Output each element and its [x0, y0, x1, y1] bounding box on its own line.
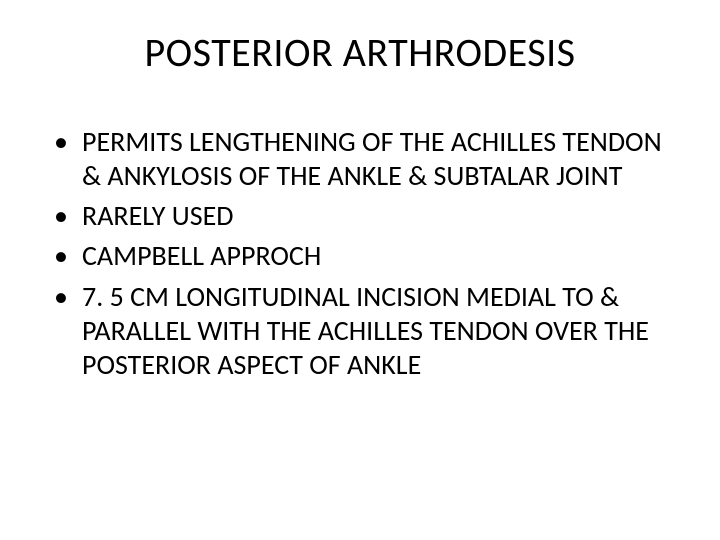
bullet-text: RARELY USED: [82, 198, 233, 233]
bullet-list: PERMITS LENGTHENING OF THE ACHILLES TEND…: [48, 125, 672, 382]
bullet-text: PERMITS LENGTHENING OF THE ACHILLES TEND…: [82, 124, 662, 193]
slide-title: POSTERIOR ARTHRODESIS: [48, 28, 672, 77]
bullet-text: CAMPBELL APPROCH: [82, 238, 321, 273]
bullet-text: 7. 5 CM LONGITUDINAL INCISION MEDIAL TO …: [82, 279, 649, 382]
bullet-item: 7. 5 CM LONGITUDINAL INCISION MEDIAL TO …: [48, 280, 672, 382]
bullet-item: PERMITS LENGTHENING OF THE ACHILLES TEND…: [48, 125, 672, 193]
bullet-item: RARELY USED: [48, 199, 672, 233]
slide-container: POSTERIOR ARTHRODESIS PERMITS LENGTHENIN…: [0, 0, 720, 540]
bullet-item: CAMPBELL APPROCH: [48, 239, 672, 273]
